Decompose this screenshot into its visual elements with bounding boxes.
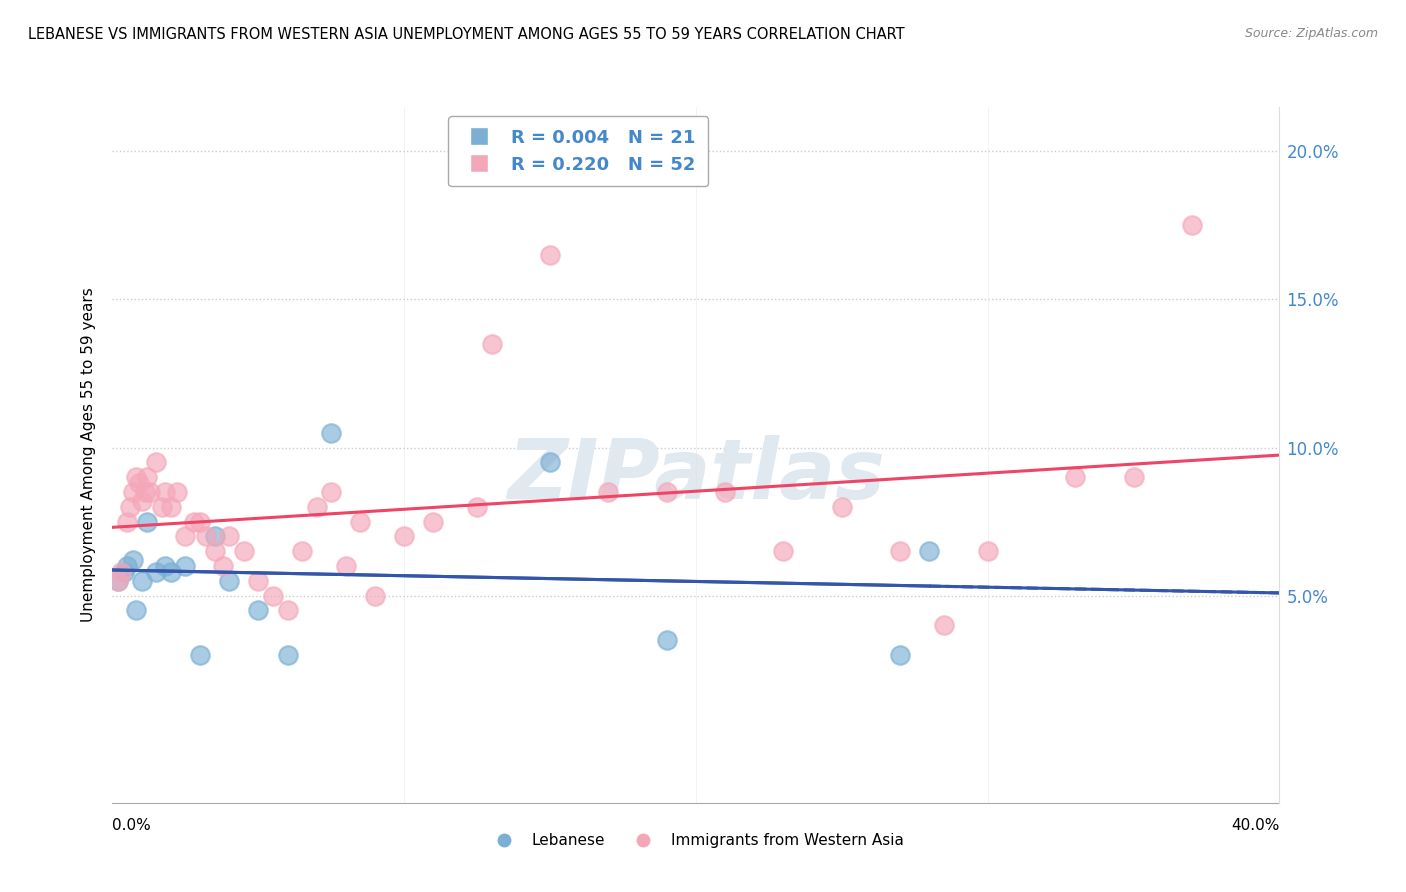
Point [153,558,176,573]
Point [218,529,240,543]
Point [145,455,167,469]
Point [145,565,167,579]
Point [174,529,197,543]
Point [1181,219,1204,233]
Point [160,565,183,579]
Point [153,484,176,499]
Point [136,515,159,529]
Point [422,515,444,529]
Point [918,544,941,558]
Point [128,476,150,491]
Point [276,648,298,662]
Point [598,484,620,499]
Point [194,529,217,543]
Point [305,500,328,514]
Text: ZIPatlas: ZIPatlas [508,435,884,516]
Point [465,500,488,514]
Y-axis label: Unemployment Among Ages 55 to 59 years: Unemployment Among Ages 55 to 59 years [80,287,96,623]
Point [772,544,794,558]
Point [107,574,129,588]
Text: LEBANESE VS IMMIGRANTS FROM WESTERN ASIA UNEMPLOYMENT AMONG AGES 55 TO 59 YEARS : LEBANESE VS IMMIGRANTS FROM WESTERN ASIA… [28,27,904,42]
Point [122,553,145,567]
Point [364,589,387,603]
Point [134,484,156,499]
Point [131,493,153,508]
Point [183,515,205,529]
Point [321,484,343,499]
Point [107,574,129,588]
Point [349,515,371,529]
Point [166,484,188,499]
Point [174,558,197,573]
Point [392,529,416,543]
Point [831,500,853,514]
Point [976,544,998,558]
Point [655,484,678,499]
Point [655,632,678,647]
Point [538,248,561,262]
Point [125,470,148,484]
Point [714,484,737,499]
Point [150,500,173,514]
Point [276,603,298,617]
Point [188,648,211,662]
Point [110,565,132,579]
Point [889,544,911,558]
Point [188,515,211,529]
Text: Source: ZipAtlas.com: Source: ZipAtlas.com [1244,27,1378,40]
Point [204,529,226,543]
Point [218,574,240,588]
Point [481,337,503,351]
Point [139,484,162,499]
Legend: Lebanese, Immigrants from Western Asia: Lebanese, Immigrants from Western Asia [482,827,910,855]
Point [247,574,270,588]
Point [160,500,183,514]
Point [115,558,138,573]
Point [1064,470,1087,484]
Point [122,484,145,499]
Text: 40.0%: 40.0% [1232,818,1279,832]
Point [932,618,955,632]
Point [204,544,226,558]
Point [335,558,357,573]
Text: 0.0%: 0.0% [112,818,152,832]
Point [538,455,561,469]
Point [131,574,153,588]
Point [118,500,141,514]
Point [115,515,138,529]
Point [889,648,911,662]
Point [212,558,235,573]
Point [247,603,270,617]
Point [232,544,254,558]
Point [136,470,159,484]
Point [1122,470,1144,484]
Point [125,603,148,617]
Point [262,589,284,603]
Point [321,425,343,440]
Point [291,544,314,558]
Point [112,565,135,579]
